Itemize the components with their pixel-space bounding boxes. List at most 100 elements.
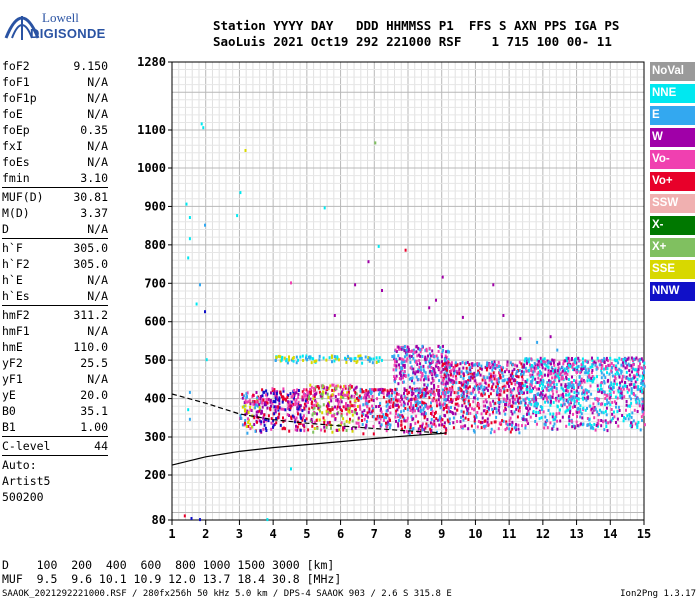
echo-point	[380, 423, 383, 427]
echo-point	[615, 370, 618, 374]
echo-point	[451, 388, 454, 392]
echo-point	[611, 412, 614, 416]
echo-point	[445, 366, 448, 370]
echo-point	[580, 365, 583, 369]
echo-point	[526, 420, 529, 424]
echo-point	[253, 423, 256, 426]
echo-point	[438, 403, 441, 407]
y-tick-label: 80	[152, 513, 166, 527]
echo-point	[546, 388, 549, 392]
echo-point	[361, 419, 363, 422]
echo-point	[593, 360, 596, 364]
echo-point	[424, 359, 427, 363]
echo-point	[426, 418, 429, 421]
echo-point	[415, 375, 418, 379]
param-value: 30.81	[73, 190, 108, 204]
echo-point	[621, 377, 624, 381]
echo-point	[445, 380, 448, 384]
param-label: B1	[2, 420, 16, 434]
echo-point	[511, 423, 513, 427]
echo-point	[397, 422, 400, 426]
echo-point	[274, 393, 277, 397]
echo-point	[506, 377, 509, 381]
echo-point	[560, 396, 563, 400]
echo-point-sparse	[188, 390, 191, 394]
echo-point	[593, 416, 596, 420]
echo-point	[417, 409, 420, 413]
echo-point	[550, 399, 552, 403]
echo-point	[461, 404, 464, 408]
echo-point	[358, 357, 361, 361]
echo-point	[522, 384, 524, 388]
echo-point	[486, 376, 489, 380]
echo-point	[406, 345, 409, 349]
echo-point	[583, 396, 586, 400]
echo-point	[519, 389, 521, 393]
echo-point	[513, 410, 516, 414]
echo-point	[499, 421, 502, 425]
echo-point	[437, 385, 440, 388]
echo-point	[343, 384, 346, 388]
echo-point	[483, 385, 486, 389]
echo-point	[445, 361, 448, 365]
echo-point	[625, 359, 627, 363]
echo-point-sparse	[236, 214, 239, 218]
echo-point	[451, 398, 454, 402]
echo-point	[420, 428, 423, 432]
echo-point	[612, 390, 615, 394]
echo-point	[559, 367, 562, 371]
echo-point	[294, 400, 297, 404]
echo-point	[579, 407, 582, 411]
echo-point	[347, 393, 350, 397]
echo-point	[635, 400, 638, 404]
header-values: SaoLuis 2021 Oct19 292 221000 RSF 1 715 …	[213, 34, 612, 49]
echo-point	[460, 425, 463, 429]
echo-point	[504, 370, 506, 374]
echo-point	[640, 366, 643, 370]
param-label: yF1	[2, 372, 23, 386]
echo-point	[467, 395, 470, 399]
echo-point	[475, 413, 477, 417]
echo-point	[440, 355, 443, 359]
echo-point	[419, 401, 421, 405]
echo-point	[637, 367, 640, 371]
echo-point	[502, 387, 505, 391]
echo-point	[580, 386, 583, 390]
echo-point	[586, 389, 589, 393]
echo-point	[300, 416, 303, 420]
echo-point	[417, 370, 419, 374]
echo-point	[310, 420, 313, 424]
echo-point	[428, 360, 431, 364]
echo-point	[467, 379, 470, 382]
echo-point	[501, 379, 504, 383]
echo-point	[586, 417, 589, 420]
echo-point	[488, 376, 491, 380]
y-tick-label: 1000	[137, 161, 166, 175]
echo-point	[552, 380, 555, 384]
echo-point	[428, 389, 431, 393]
echo-point	[371, 361, 374, 365]
echo-point	[365, 396, 368, 400]
echo-point	[284, 408, 287, 412]
echo-point	[336, 407, 339, 411]
echo-point	[611, 416, 614, 420]
echo-point	[422, 408, 425, 412]
echo-point	[579, 383, 582, 387]
echo-point	[491, 365, 494, 369]
echo-point	[605, 425, 608, 428]
echo-point	[313, 387, 315, 391]
echo-point	[262, 416, 265, 420]
echo-point	[477, 369, 480, 373]
echo-point	[552, 412, 555, 416]
echo-point-sparse	[199, 283, 201, 287]
echo-point	[367, 358, 370, 361]
echo-point	[397, 405, 400, 409]
echo-point	[493, 377, 496, 381]
echo-point	[294, 403, 297, 406]
echo-point	[431, 360, 434, 364]
echo-point	[465, 385, 468, 389]
echo-point	[549, 394, 552, 398]
echo-point	[617, 390, 620, 394]
echo-point	[549, 412, 552, 416]
echo-point	[576, 411, 579, 415]
